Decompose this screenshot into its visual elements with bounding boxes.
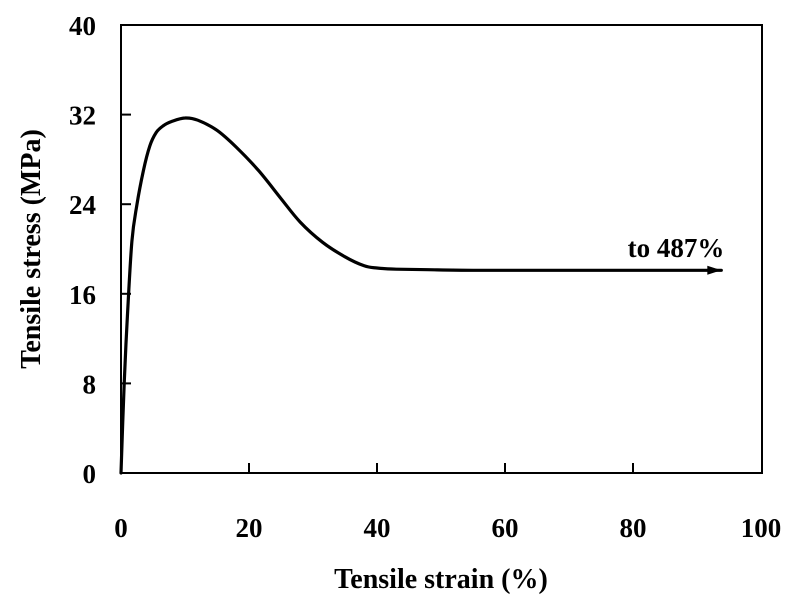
y-tick-label: 16 [69,280,96,310]
y-tick-label: 40 [69,11,96,41]
y-tick-label: 32 [69,101,96,131]
y-axis-tick-labels: 0 8 16 24 32 40 [69,11,96,489]
plot-frame [120,24,763,474]
x-axis-title: Tensile strain (%) [334,564,548,595]
x-axis-tick-labels: 0 20 40 60 80 100 [114,513,781,543]
x-tick-label: 80 [620,513,647,543]
y-axis-title: Tensile stress (MPa) [16,129,47,369]
arrow-head-icon [707,265,722,275]
y-tick-label: 0 [83,459,97,489]
x-tick-label: 60 [492,513,519,543]
x-axis-ticks [248,463,634,473]
annotation-label: to 487% [628,233,725,263]
x-tick-label: 0 [114,513,128,543]
x-tick-label: 20 [236,513,263,543]
x-tick-label: 100 [741,513,782,543]
annotation-arrow [505,265,722,275]
y-tick-label: 8 [83,369,97,399]
x-tick-label: 40 [364,513,391,543]
y-tick-label: 24 [69,190,96,220]
stress-strain-curve [119,116,723,475]
